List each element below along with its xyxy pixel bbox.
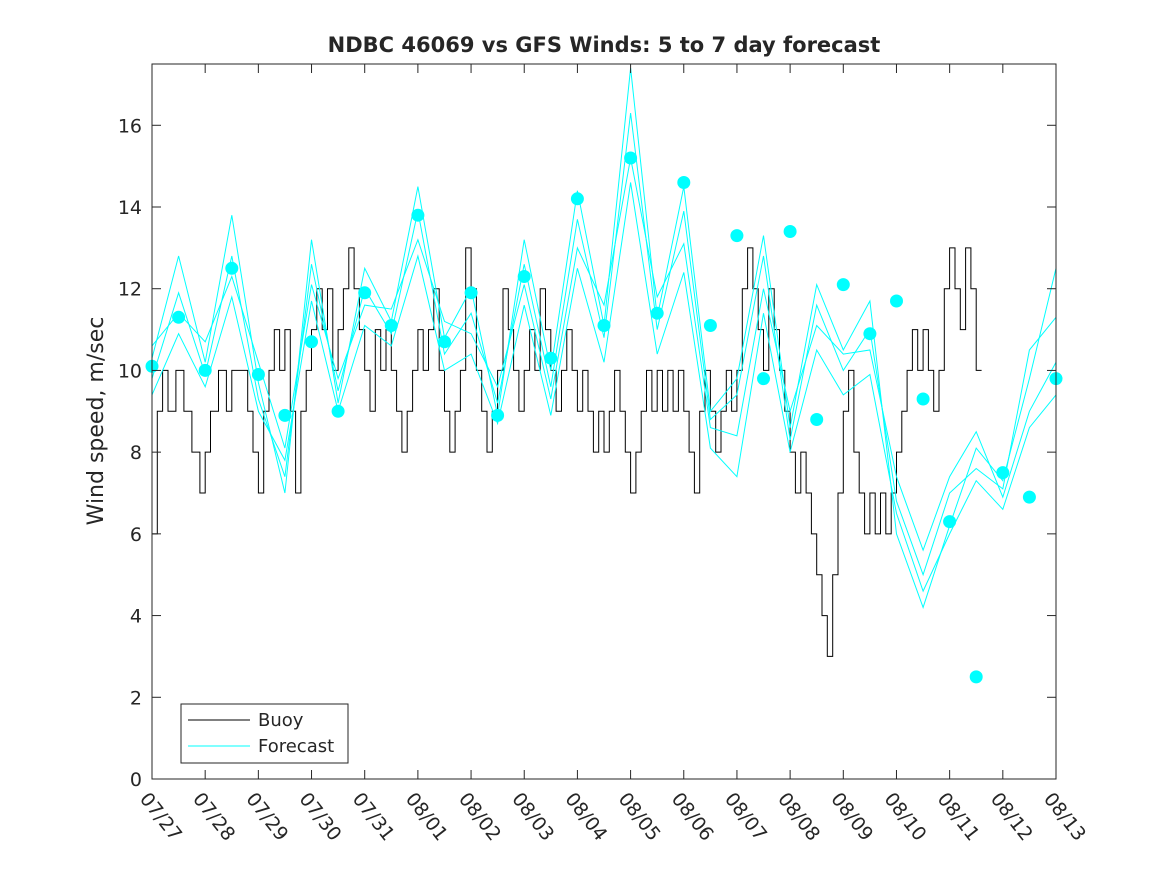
- x-tick-label: 08/09: [826, 789, 877, 846]
- forecast-marker: [384, 319, 398, 332]
- y-tick-label: 0: [130, 769, 142, 791]
- forecast-marker: [703, 319, 717, 332]
- forecast-marker: [597, 319, 611, 332]
- legend-box: [180, 703, 349, 764]
- chart-title: NDBC 46069 vs GFS Winds: 5 to 7 day fore…: [328, 33, 881, 57]
- forecast-marker: [411, 208, 425, 222]
- x-tick-label: 08/10: [880, 789, 931, 846]
- x-tick-label: 07/29: [241, 789, 292, 846]
- forecast-marker: [517, 270, 531, 283]
- y-tick-label: 16: [118, 115, 142, 137]
- buoy-series-line: [152, 247, 982, 657]
- forecast-marker: [810, 413, 824, 426]
- forecast-series-line: [151, 157, 1057, 552]
- forecast-marker: [996, 466, 1010, 480]
- forecast-marker: [624, 151, 638, 165]
- legend-label-buoy: Buoy: [258, 710, 304, 731]
- forecast-marker: [890, 294, 903, 308]
- x-tick-label: 07/28: [188, 789, 239, 846]
- y-axis-label: Wind speed, m/sec: [84, 317, 109, 526]
- forecast-marker: [1022, 490, 1036, 504]
- y-tick-label: 10: [118, 360, 142, 382]
- forecast-marker: [305, 335, 318, 349]
- forecast-series-line: [151, 182, 1057, 593]
- x-tick-label: 08/13: [1039, 789, 1090, 846]
- forecast-marker: [464, 286, 478, 300]
- x-tick-label: 07/30: [295, 789, 346, 846]
- legend-label-forecast: Forecast: [258, 736, 334, 757]
- forecast-marker: [251, 368, 265, 381]
- x-tick-label: 08/08: [773, 789, 824, 846]
- forecast-marker: [438, 335, 451, 349]
- forecast-marker: [331, 404, 345, 418]
- forecast-marker: [783, 225, 797, 238]
- x-tick-label: 08/06: [667, 789, 718, 846]
- forecast-series-line: [151, 112, 1057, 577]
- forecast-marker: [757, 372, 770, 386]
- forecast-marker: [916, 392, 930, 406]
- y-tick-label: 8: [130, 442, 142, 464]
- forecast-marker: [730, 229, 744, 243]
- forecast-marker: [172, 310, 186, 324]
- y-tick-label: 4: [130, 606, 142, 628]
- forecast-marker: [677, 176, 691, 189]
- forecast-marker: [650, 306, 664, 320]
- forecast-marker: [358, 286, 372, 300]
- y-tick-label: 12: [118, 279, 142, 301]
- forecast-marker: [969, 670, 983, 684]
- x-tick-label: 08/07: [720, 789, 771, 846]
- x-tick-label: 08/05: [614, 789, 665, 846]
- legend: Buoy Forecast: [180, 703, 349, 764]
- forecast-marker: [863, 327, 877, 341]
- forecast-marker: [225, 261, 239, 275]
- x-tick-label: 08/01: [401, 789, 452, 846]
- plot-area: [145, 68, 1063, 684]
- x-tick-label: 07/27: [135, 789, 186, 846]
- forecast-marker: [278, 408, 292, 422]
- y-tick-label: 2: [130, 687, 142, 709]
- forecast-marker: [544, 351, 558, 365]
- x-tick-label: 08/11: [933, 789, 984, 846]
- y-tick-label: 14: [118, 197, 142, 219]
- x-tick-label: 08/02: [454, 789, 505, 846]
- forecast-marker: [836, 278, 850, 292]
- x-tick-label: 08/12: [986, 789, 1037, 846]
- forecast-marker: [570, 192, 584, 206]
- x-tick-label: 07/31: [348, 789, 399, 846]
- forecast-marker: [943, 515, 957, 529]
- forecast-marker: [198, 363, 212, 377]
- forecast-marker: [491, 408, 505, 422]
- x-tick-label: 08/03: [507, 789, 558, 846]
- axes-box: [151, 63, 1057, 780]
- x-tick-label: 08/04: [560, 789, 611, 846]
- y-tick-label: 6: [130, 524, 142, 546]
